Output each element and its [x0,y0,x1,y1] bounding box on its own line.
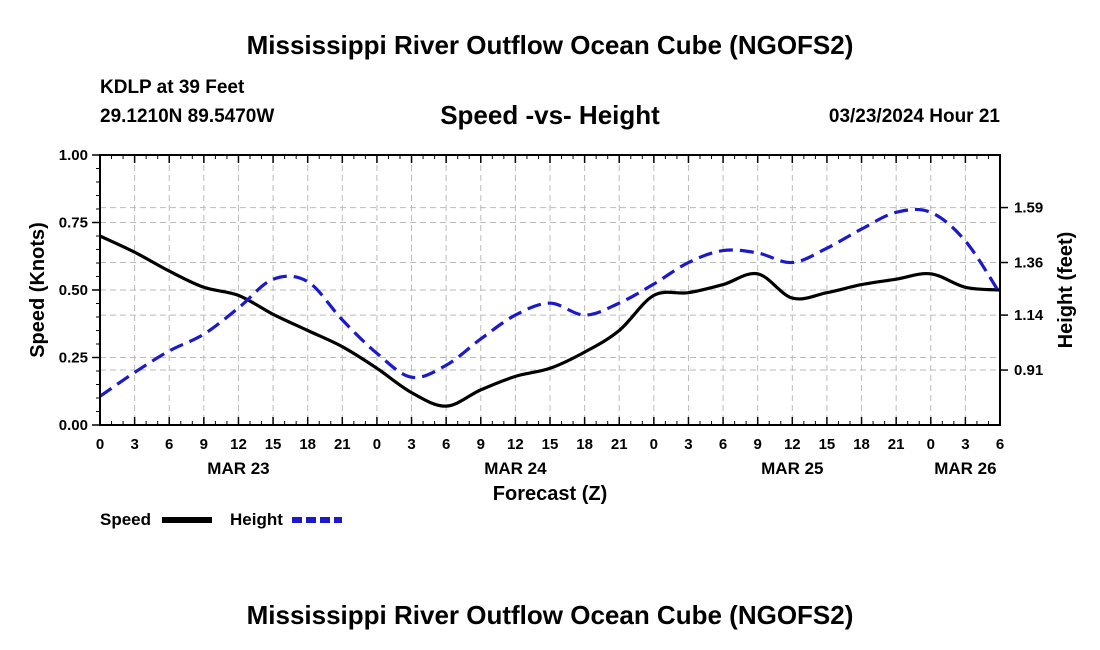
x-tick-label: 6 [442,436,450,453]
x-tick-label: 21 [334,436,351,453]
x-axis-title: Forecast (Z) [493,483,607,505]
x-tick-label: 0 [650,436,658,453]
y-tick-label: 0.00 [59,417,88,434]
chart-svg: 0 3 6 9 12 15 18 21 0 3 6 9 12 15 18 21 0 3 6 9 12 15 18 21 0 3 6M… [27,147,1077,529]
x-tick-label: 18 [576,436,593,453]
grid-layer [100,155,1000,425]
y-axis-title: Speed (Knots) [27,222,49,358]
x-tick-label: 3 [407,436,415,453]
legend-layer: Speed Height [100,510,342,529]
x-tick-label: 12 [784,436,801,453]
x-tick-label: 18 [299,436,316,453]
x-tick-label: 0 [373,436,381,453]
y-tick-label: 0.25 [59,350,88,367]
x-tick-label: 3 [684,436,692,453]
y-tick-label: 0.75 [59,215,88,232]
x-tick-label: 0 [927,436,935,453]
y-tick-label: 1.00 [59,147,88,164]
y2-tick-label: 1.14 [1014,307,1044,324]
y2-tick-label: 1.59 [1014,200,1043,217]
x-tick-label: 9 [200,436,208,453]
series-line-height [99,207,1002,398]
x-tick-label: 3 [961,436,969,453]
x-tick-label: 18 [853,436,870,453]
x-tick-label: 6 [996,436,1004,453]
y-tick-label: 0.50 [59,282,88,299]
x-tick-label: 6 [165,436,173,453]
footer-title: Mississippi River Outflow Ocean Cube (NG… [246,600,854,630]
x-tick-label: 21 [611,436,628,453]
date-label: MAR 25 [761,459,823,478]
y2-tick-label: 0.91 [1014,362,1043,379]
y2-axis-title: Height (feet) [1055,232,1077,349]
date-label: MAR 24 [484,459,547,478]
date-label: MAR 26 [934,459,996,478]
station-coordinates: 29.1210N 89.5470W [100,106,275,127]
x-tick-label: 12 [230,436,247,453]
legend-label-height: Height [230,510,283,529]
x-tick-label: 21 [888,436,905,453]
y2-tick-label: 1.36 [1014,255,1043,272]
x-tick-label: 9 [477,436,485,453]
x-tick-label: 15 [265,436,282,453]
legend-label-speed: Speed [100,510,151,529]
x-tick-label: 15 [542,436,559,453]
chart-subtitle: Speed -vs- Height [440,100,660,130]
date-label: MAR 23 [207,459,269,478]
forecast-datetime: 03/23/2024 Hour 21 [828,106,1000,127]
x-tick-label: 6 [719,436,727,453]
x-tick-label: 15 [819,436,836,453]
x-tick-label: 0 [96,436,104,453]
x-tick-label: 3 [130,436,138,453]
x-tick-label: 12 [507,436,524,453]
x-tick-label: 9 [754,436,762,453]
station-name: KDLP at 39 Feet [100,77,245,98]
series-layer [99,207,1002,408]
chart-title: Mississippi River Outflow Ocean Cube (NG… [246,30,854,60]
axes-layer: 0 3 6 9 12 15 18 21 0 3 6 9 12 15 18 21 0 3 6 9 12 15 18 21 0 3 6M… [27,147,1077,505]
